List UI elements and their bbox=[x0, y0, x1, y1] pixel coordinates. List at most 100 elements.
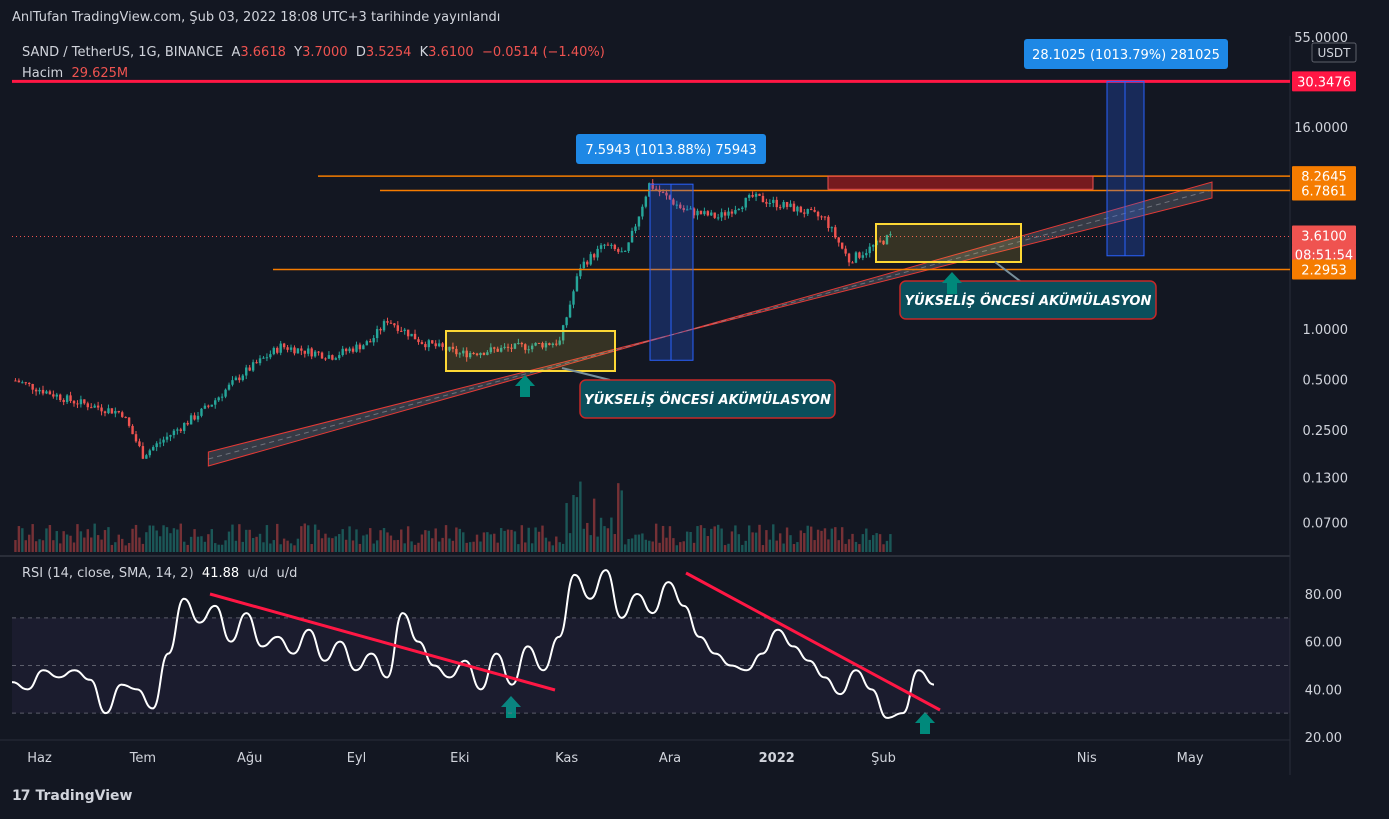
volume-bar bbox=[744, 540, 747, 552]
volume-bar bbox=[723, 545, 727, 552]
candle-body bbox=[465, 350, 468, 358]
candle-body bbox=[152, 447, 155, 451]
volume-bar bbox=[141, 543, 145, 552]
volume-bar bbox=[534, 527, 537, 552]
candle-body bbox=[14, 380, 17, 382]
volume-bar bbox=[706, 536, 710, 552]
volume-bar bbox=[541, 525, 544, 552]
volume-bar bbox=[31, 524, 34, 552]
volume-bar bbox=[296, 538, 300, 552]
candle-body bbox=[641, 206, 644, 217]
volume-bar bbox=[713, 526, 716, 552]
volume-bar bbox=[55, 531, 58, 552]
volume-bar bbox=[561, 543, 565, 552]
price-tick-label: 55.0000 bbox=[1294, 31, 1348, 46]
price-axis-label-bg bbox=[1292, 259, 1356, 280]
volume-bar bbox=[844, 543, 847, 552]
volume-bar bbox=[468, 542, 472, 552]
rsi-trendline-2 bbox=[685, 571, 941, 712]
volume-bar bbox=[816, 529, 820, 552]
candle-body bbox=[403, 329, 406, 331]
candle-body bbox=[568, 304, 572, 318]
symbol-name[interactable]: SAND / TetherUS, 1G, BINANCE bbox=[22, 45, 224, 60]
volume-bar bbox=[592, 498, 596, 552]
candle-body bbox=[52, 394, 55, 397]
candle-body bbox=[623, 250, 627, 252]
volume-bar bbox=[782, 543, 785, 552]
candle-body bbox=[716, 217, 720, 219]
time-tick-label: Eki bbox=[450, 751, 469, 766]
volume-bar bbox=[641, 533, 644, 552]
tradingview-brand[interactable]: 17 TradingView bbox=[12, 788, 132, 804]
candle-body bbox=[737, 208, 741, 210]
volume-bar bbox=[524, 542, 527, 552]
volume-bar bbox=[858, 544, 861, 552]
candle-body bbox=[768, 202, 772, 204]
candle-body bbox=[889, 234, 892, 236]
volume-bar bbox=[386, 532, 389, 552]
volume-bar bbox=[24, 540, 27, 552]
volume-bar bbox=[472, 541, 475, 552]
candle-body bbox=[579, 268, 582, 277]
symbol-legend: SAND / TetherUS, 1G, BINANCE A3.6618 Y3.… bbox=[22, 45, 605, 60]
volume-bar bbox=[169, 533, 172, 552]
candle-body bbox=[172, 430, 176, 436]
volume-bar bbox=[183, 541, 186, 552]
volume-bar bbox=[348, 526, 351, 552]
volume-bar bbox=[338, 534, 341, 552]
volume-bar bbox=[558, 542, 561, 552]
candle-body bbox=[834, 227, 837, 238]
candle-body bbox=[789, 203, 792, 207]
candle-body bbox=[723, 212, 727, 216]
volume-bar bbox=[334, 536, 338, 552]
volume-bar bbox=[847, 539, 851, 552]
candle-body bbox=[524, 344, 527, 350]
rsi-label[interactable]: RSI (14, close, SMA, 14, 2) bbox=[22, 566, 194, 581]
volume-bar bbox=[413, 544, 417, 552]
time-tick-label: Nis bbox=[1077, 751, 1097, 766]
volume-bar bbox=[320, 538, 324, 552]
candle-body bbox=[675, 204, 679, 206]
candle-body bbox=[417, 339, 420, 343]
candle-body bbox=[251, 362, 255, 371]
volume-bar bbox=[865, 528, 868, 552]
candle-body bbox=[324, 358, 327, 360]
volume-bar bbox=[823, 528, 827, 552]
volume-bar bbox=[503, 530, 506, 552]
volume-bar bbox=[317, 529, 320, 552]
top-bar: AnlTufan TradingView.com, Şub 03, 2022 1… bbox=[0, 0, 1389, 36]
candle-body bbox=[138, 441, 141, 447]
candle-body bbox=[637, 216, 641, 227]
volume-bar bbox=[172, 528, 176, 552]
candle-body bbox=[561, 325, 565, 341]
volume-bar bbox=[351, 540, 355, 552]
volume-bar bbox=[885, 540, 889, 552]
volume-bar bbox=[403, 543, 406, 552]
volume-bar bbox=[710, 528, 713, 552]
candle-body bbox=[778, 207, 782, 209]
candle-body bbox=[820, 216, 823, 218]
candle-body bbox=[692, 208, 696, 216]
candle-body bbox=[782, 201, 785, 208]
volume-bar bbox=[48, 525, 52, 552]
candle-body bbox=[17, 380, 21, 383]
candle-body bbox=[555, 343, 558, 345]
price-tick-label: 0.5000 bbox=[1303, 374, 1349, 389]
rsi-legend: RSI (14, close, SMA, 14, 2) 41.88 u/d u/… bbox=[22, 566, 297, 581]
measure-label-bg bbox=[1024, 39, 1228, 69]
candle-body bbox=[589, 254, 592, 265]
volume-bar bbox=[596, 536, 599, 552]
volume-bar bbox=[889, 534, 892, 552]
close-label: K bbox=[419, 45, 429, 60]
candle-body bbox=[196, 415, 200, 420]
volume-bar bbox=[613, 534, 617, 552]
candle-body bbox=[265, 357, 269, 359]
volume-bar bbox=[241, 541, 245, 552]
candle-body bbox=[617, 249, 620, 252]
volume-bar bbox=[648, 540, 651, 552]
rsi-value: 41.88 bbox=[201, 566, 240, 581]
volume-bar bbox=[189, 536, 193, 552]
candle-body bbox=[613, 244, 617, 250]
candle-body bbox=[851, 262, 854, 264]
